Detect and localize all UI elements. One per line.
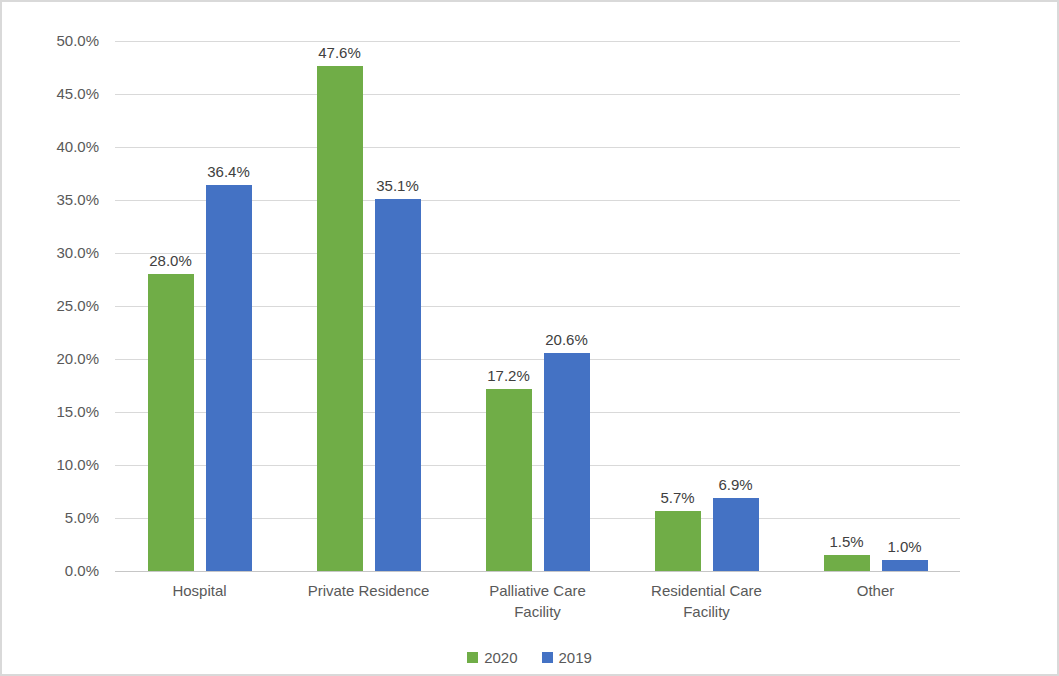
bar-2020-hospital — [148, 274, 194, 571]
legend: 2020 2019 — [2, 649, 1057, 666]
bar-2019-other — [882, 560, 928, 571]
bar-2019-residential-care-facility — [713, 498, 759, 571]
category-label-residential-care-facility: Residential Care Facility — [637, 580, 777, 622]
data-label-2019-hospital: 36.4% — [179, 163, 279, 180]
bar-2020-other — [824, 555, 870, 571]
category-label-palliative-care-facility: Palliative Care Facility — [468, 580, 608, 622]
y-tick-label: 30.0% — [56, 243, 99, 263]
y-tick-label: 0.0% — [65, 561, 99, 581]
y-tick-label: 20.0% — [56, 349, 99, 369]
bar-chart: 0.0% 5.0% 10.0% 15.0% 20.0% 25.0% 30.0% 35.0% 40… — [0, 0, 1059, 676]
bar-2019-private-residence — [375, 199, 421, 571]
y-tick-label: 35.0% — [56, 190, 99, 210]
bar-group-hospital: 28.0%36.4% — [115, 41, 284, 571]
category-label-other: Other — [806, 580, 946, 601]
bar-group-palliative-care-facility: 17.2%20.6% — [453, 41, 622, 571]
legend-swatch-icon — [467, 652, 478, 663]
data-label-2020-private-residence: 47.6% — [290, 44, 390, 61]
y-tick-label: 25.0% — [56, 296, 99, 316]
plot-area: 28.0%36.4%47.6%35.1%17.2%20.6%5.7%6.9%1.… — [115, 41, 960, 571]
bar-2020-residential-care-facility — [655, 511, 701, 571]
y-tick-label: 10.0% — [56, 455, 99, 475]
bar-2020-palliative-care-facility — [486, 389, 532, 571]
data-label-2019-private-residence: 35.1% — [348, 177, 448, 194]
category-label-hospital: Hospital — [130, 580, 270, 601]
y-tick-label: 15.0% — [56, 402, 99, 422]
legend-label: 2020 — [484, 649, 517, 666]
legend-item-2019: 2019 — [542, 649, 592, 666]
legend-item-2020: 2020 — [467, 649, 517, 666]
bar-2020-private-residence — [317, 66, 363, 571]
data-label-2019-other: 1.0% — [855, 538, 955, 555]
data-label-2019-palliative-care-facility: 20.6% — [517, 331, 617, 348]
y-tick-label: 45.0% — [56, 84, 99, 104]
y-tick-label: 5.0% — [65, 508, 99, 528]
bar-2019-palliative-care-facility — [544, 353, 590, 571]
legend-swatch-icon — [542, 652, 553, 663]
data-label-2019-residential-care-facility: 6.9% — [686, 476, 786, 493]
bar-group-other: 1.5%1.0% — [791, 41, 960, 571]
y-tick-label: 40.0% — [56, 137, 99, 157]
legend-label: 2019 — [559, 649, 592, 666]
category-label-private-residence: Private Residence — [299, 580, 439, 601]
y-tick-label: 50.0% — [56, 31, 99, 51]
bar-2019-hospital — [206, 185, 252, 571]
bar-group-private-residence: 47.6% 35.1% — [284, 41, 453, 571]
bar-group-residential-care-facility: 5.7%6.9% — [622, 41, 791, 571]
y-axis: 0.0%5.0%10.0%15.0%20.0%25.0%30.0%35.0%40… — [2, 41, 99, 571]
